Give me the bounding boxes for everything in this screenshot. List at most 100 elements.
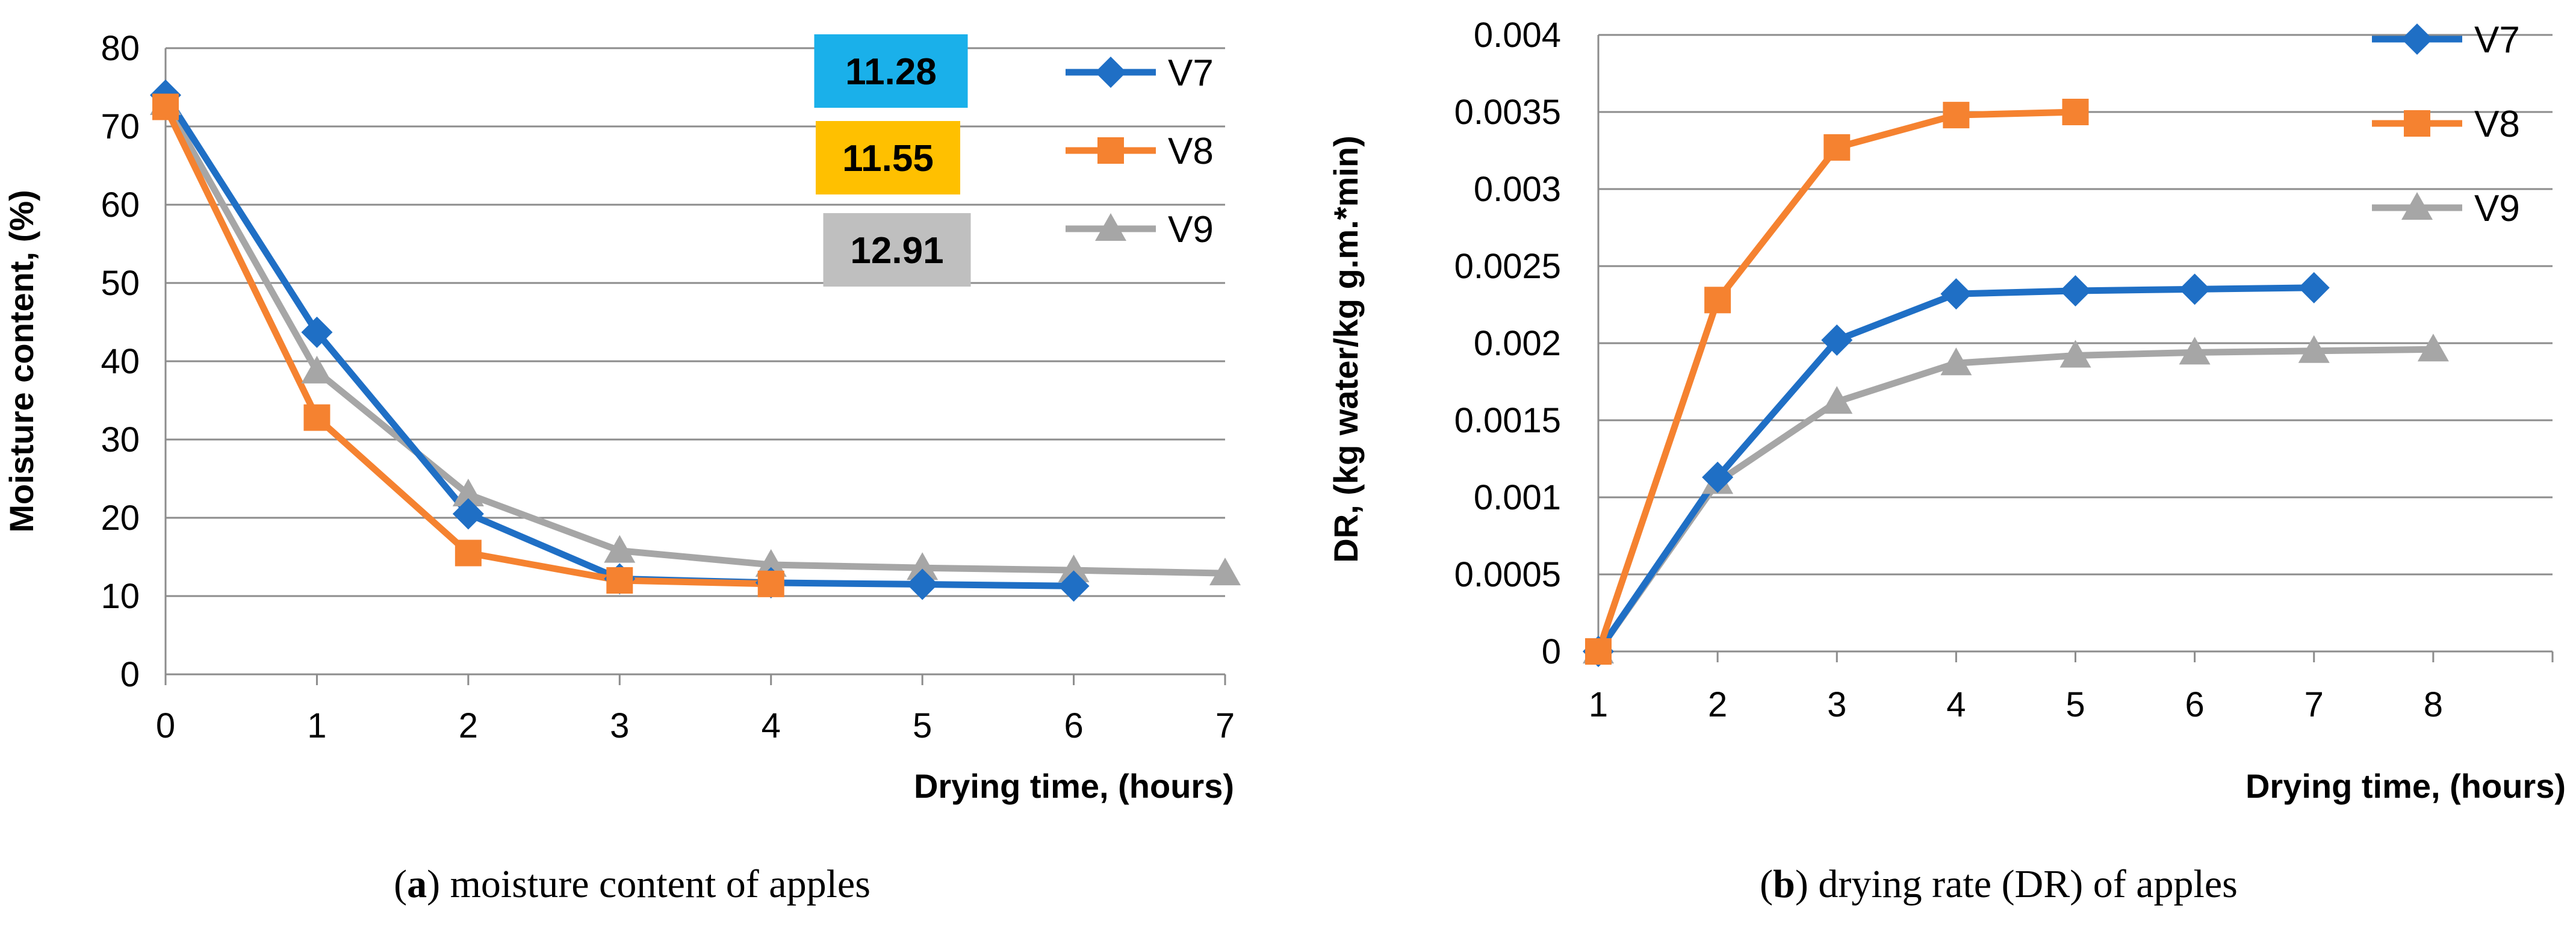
data-point-v9: [755, 549, 787, 577]
value-badge: [814, 34, 968, 108]
data-point-v8: [757, 570, 784, 597]
data-point-v7: [2179, 273, 2211, 305]
data-point-v8: [455, 539, 482, 567]
data-point-v8: [303, 404, 331, 431]
x-tick-label: 4: [762, 706, 781, 745]
chart-b: 1 2 3 4 5 6 7 8 0 0.0005 0.001 0.0015 0.002 0.0025 0.0…: [1327, 16, 2566, 906]
data-point-v8: [152, 93, 179, 120]
legend-item-v8: V8: [2372, 104, 2520, 145]
data-point-v7: [1940, 278, 1972, 310]
series-line-v8: [1595, 108, 2076, 653]
data-point-v9: [1209, 558, 1241, 586]
x-tick-label: 5: [913, 706, 932, 745]
legend-label: V8: [1168, 131, 1214, 172]
chart-caption: (b) drying rate (DR) of apples: [1760, 862, 2238, 906]
legend-marker: [1097, 137, 1124, 164]
value-badge: [823, 213, 971, 287]
data-point-v9: [301, 355, 333, 384]
x-tick-label: 1: [307, 706, 326, 745]
data-point-v8: [606, 567, 633, 594]
x-tick-label: 0: [156, 706, 175, 745]
x-tick-label: 3: [1827, 685, 1846, 724]
x-tick-label: 2: [459, 706, 478, 745]
y-tick-label: 40: [101, 342, 140, 381]
x-tick-label: 6: [1064, 706, 1083, 745]
y-tick-label: 80: [101, 29, 140, 68]
series-line-v9: [1595, 346, 2433, 654]
data-point-v7: [1821, 324, 1853, 356]
y-tick-label: 0.0015: [1454, 401, 1561, 440]
data-point-v7: [2298, 272, 2330, 303]
data-point-v7: [1058, 570, 1090, 602]
x-tick-label: 8: [2424, 685, 2443, 724]
x-tick-label: 1: [1589, 685, 1608, 724]
data-point-v9: [2417, 334, 2449, 362]
y-tick-label: 0.001: [1474, 478, 1561, 517]
legend-item-v9: V9: [1066, 209, 1214, 250]
series-line-v9: [163, 101, 1226, 577]
data-point-v7: [1702, 461, 1734, 493]
x-tick-label: 2: [1708, 685, 1727, 724]
legend-marker: [2401, 192, 2433, 220]
data-point-v7: [452, 498, 484, 530]
data-point-v9: [604, 535, 636, 563]
data-point-v7: [301, 316, 333, 348]
legend-label: V7: [2474, 19, 2520, 61]
y-tick-label: 50: [101, 264, 140, 303]
value-badge-label: 12.91: [850, 230, 943, 272]
legend-marker: [1095, 57, 1126, 88]
y-axis-label: DR, (kg water/kg g.m.*min): [1327, 135, 1365, 562]
y-tick-label: 20: [101, 499, 140, 538]
legend-label: V7: [1168, 52, 1214, 94]
legend-item-v9: V9: [2372, 188, 2520, 229]
data-point-v9: [2298, 335, 2330, 363]
y-tick-label: 10: [101, 577, 140, 616]
legend-marker: [2401, 23, 2433, 55]
x-axis-label: Drying time, (hours): [914, 767, 1234, 805]
data-point-v8: [1585, 638, 1612, 665]
x-tick-label: 7: [2304, 685, 2324, 724]
data-point-v9: [2059, 340, 2091, 368]
value-badge-label: 11.28: [845, 51, 937, 93]
data-point-v9: [1821, 386, 1853, 414]
y-axis-label: Moisture content, (%): [2, 190, 40, 532]
legend-label: V9: [1168, 209, 1214, 250]
y-tick-label: 0.003: [1474, 170, 1561, 209]
data-point-v8: [1943, 102, 1970, 129]
y-tick-label: 0.0035: [1454, 93, 1561, 132]
y-tick-label: 30: [101, 420, 140, 459]
y-tick-label: 0.0005: [1454, 555, 1561, 594]
y-tick-label: 60: [101, 185, 140, 225]
data-point-v9: [1940, 347, 1972, 376]
legend-marker: [2404, 110, 2430, 137]
legend-label: V9: [2474, 188, 2520, 229]
x-tick-label: 6: [2185, 685, 2204, 724]
legend-item-v7: V7: [2372, 19, 2520, 61]
y-tick-label: 0: [1542, 632, 1561, 671]
y-tick-label: 70: [101, 107, 140, 146]
value-badge-label: 11.55: [842, 138, 934, 179]
data-point-v9: [1058, 555, 1090, 583]
x-tick-label: 5: [2065, 685, 2085, 724]
data-point-v8: [2062, 99, 2089, 125]
value-badge: [816, 121, 960, 194]
data-point-v8: [1823, 134, 1851, 161]
legend-label: V8: [2474, 104, 2520, 145]
data-point-v9: [907, 552, 939, 580]
y-tick-label: 0: [120, 655, 140, 694]
legend-marker: [1095, 213, 1126, 241]
chart-caption: (a) moisture content of apples: [394, 862, 871, 906]
x-tick-label: 3: [610, 706, 629, 745]
x-axis-label: Drying time, (hours): [2245, 767, 2566, 805]
legend-item-v8: V8: [1066, 131, 1214, 172]
y-tick-label: 0.0025: [1454, 247, 1561, 286]
y-tick-label: 0.002: [1474, 324, 1561, 363]
legend-item-v7: V7: [1066, 52, 1214, 94]
data-point-v7: [2059, 275, 2091, 306]
x-tick-label: 4: [1946, 685, 1966, 724]
x-tick-label: 7: [1215, 706, 1235, 745]
data-point-v7: [907, 568, 939, 600]
data-point-v9: [452, 479, 484, 506]
